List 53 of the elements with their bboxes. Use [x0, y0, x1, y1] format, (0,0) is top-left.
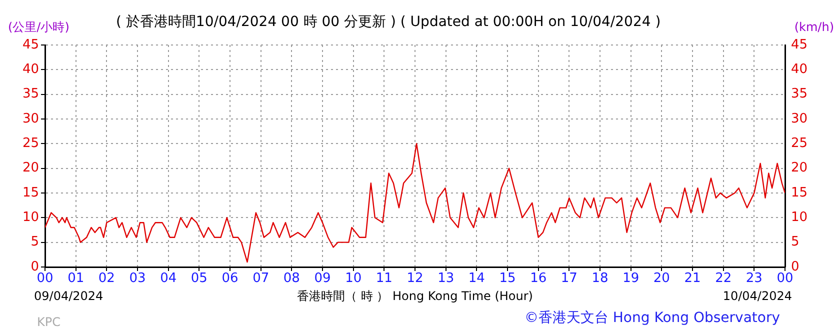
x-tick-label: 14	[468, 271, 485, 286]
y2-tick-label: 40	[791, 62, 808, 78]
text: 09/04/2024	[34, 289, 104, 304]
y-tick-label: 25	[22, 136, 39, 152]
x-tick-label: 12	[406, 271, 424, 286]
y-axis-title: (公里/小時)	[8, 20, 70, 35]
x-tick-label: 17	[560, 271, 578, 286]
y-tick-label: 30	[22, 111, 39, 126]
y-tick-label: 20	[22, 160, 39, 176]
x-tick-label: 00	[776, 271, 794, 286]
y2-tick-label: 10	[791, 210, 808, 226]
x-axis-title: 香港時間（ 時 ） Hong Kong Time (Hour)	[297, 289, 533, 304]
y2-tick-label: 20	[791, 160, 808, 176]
x-tick-label: 15	[499, 271, 516, 286]
x-tick-label: 18	[592, 271, 608, 286]
y2-tick-label: 30	[791, 111, 808, 126]
x-tick-label: 11	[376, 271, 392, 286]
x-tick-label: 07	[252, 271, 270, 286]
x-tick-label: 00	[36, 271, 54, 286]
x-tick-label: 19	[622, 271, 640, 286]
x-tick-label: 08	[283, 271, 300, 286]
x-tick-label: 22	[715, 271, 732, 286]
x-tick-label: 21	[684, 271, 701, 286]
y-tick-label: 0	[30, 259, 39, 274]
x-tick-label: 10	[345, 271, 362, 286]
y2-axis-title: (km/h)	[794, 20, 834, 35]
x-tick-label: 16	[530, 271, 547, 286]
x-tick-label: 02	[98, 271, 115, 286]
y-tick-label: 10	[22, 210, 39, 226]
y-tick-label: 45	[22, 37, 39, 52]
text: KPC	[37, 315, 60, 330]
y2-tick-label: 15	[791, 185, 808, 200]
text: 10/04/2024	[722, 289, 792, 304]
x-tick-label: 01	[68, 271, 84, 286]
y2-tick-label: 25	[791, 136, 808, 152]
y2-tick-label: 5	[791, 234, 800, 250]
y-tick-label: 15	[22, 185, 39, 200]
x-tick-label: 23	[746, 271, 762, 286]
x-tick-label: 04	[160, 271, 177, 286]
y-tick-label: 40	[22, 62, 39, 78]
y2-tick-label: 0	[791, 259, 800, 274]
x-tick-label: 03	[129, 271, 146, 286]
x-tick-label: 20	[653, 271, 670, 286]
y-tick-label: 5	[30, 234, 39, 250]
text: ©香港天文台 Hong Kong Observatory	[524, 310, 780, 326]
chart-title: ( 於香港時間10/04/2024 00 時 00 分更新 ) ( Updated at 00:00H on 10/04/2024 )	[116, 14, 661, 30]
y-tick-label: 35	[22, 86, 39, 102]
x-tick-label: 06	[222, 271, 238, 286]
x-tick-label: 09	[314, 271, 331, 286]
x-tick-label: 13	[438, 271, 454, 286]
y2-tick-label: 45	[791, 37, 808, 52]
x-tick-label: 05	[190, 271, 208, 286]
y2-tick-label: 35	[791, 86, 808, 102]
